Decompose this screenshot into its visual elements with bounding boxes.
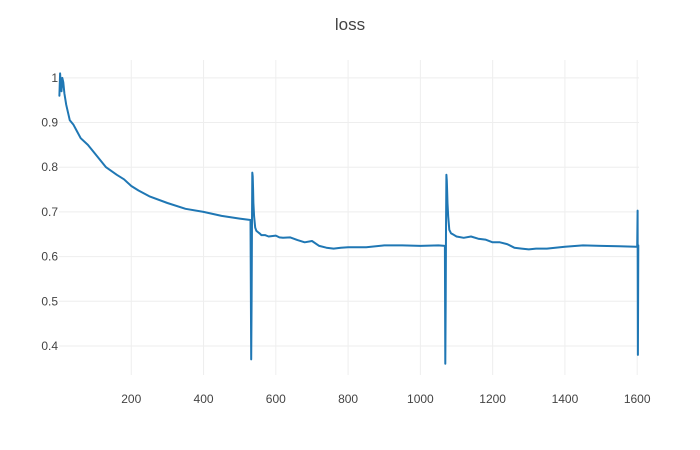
y-tick-label: 0.7 [41, 205, 58, 219]
series-layer [58, 72, 640, 365]
y-tick-label: 0.8 [41, 160, 58, 174]
y-axis: 0.4 0.5 0.6 0.7 0.8 0.9 1 [41, 71, 58, 353]
x-tick-label: 200 [121, 392, 141, 406]
y-tick-label: 1 [51, 71, 58, 85]
x-tick-label: 1400 [552, 392, 579, 406]
y-tick-label: 0.6 [41, 250, 58, 264]
chart-title: loss [335, 15, 365, 34]
y-tick-label: 0.4 [41, 339, 58, 353]
loss-series-line [58, 72, 640, 365]
y-tick-label: 0.5 [41, 294, 58, 308]
x-tick-label: 1000 [407, 392, 434, 406]
x-tick-label: 800 [338, 392, 358, 406]
x-tick-label: 400 [194, 392, 214, 406]
x-axis: 200 400 600 800 1000 1200 1400 1600 [121, 392, 651, 406]
x-tick-label: 1600 [624, 392, 651, 406]
x-tick-label: 600 [266, 392, 286, 406]
x-tick-label: 1200 [479, 392, 506, 406]
y-tick-label: 0.9 [41, 116, 58, 130]
gridlines [59, 60, 639, 375]
